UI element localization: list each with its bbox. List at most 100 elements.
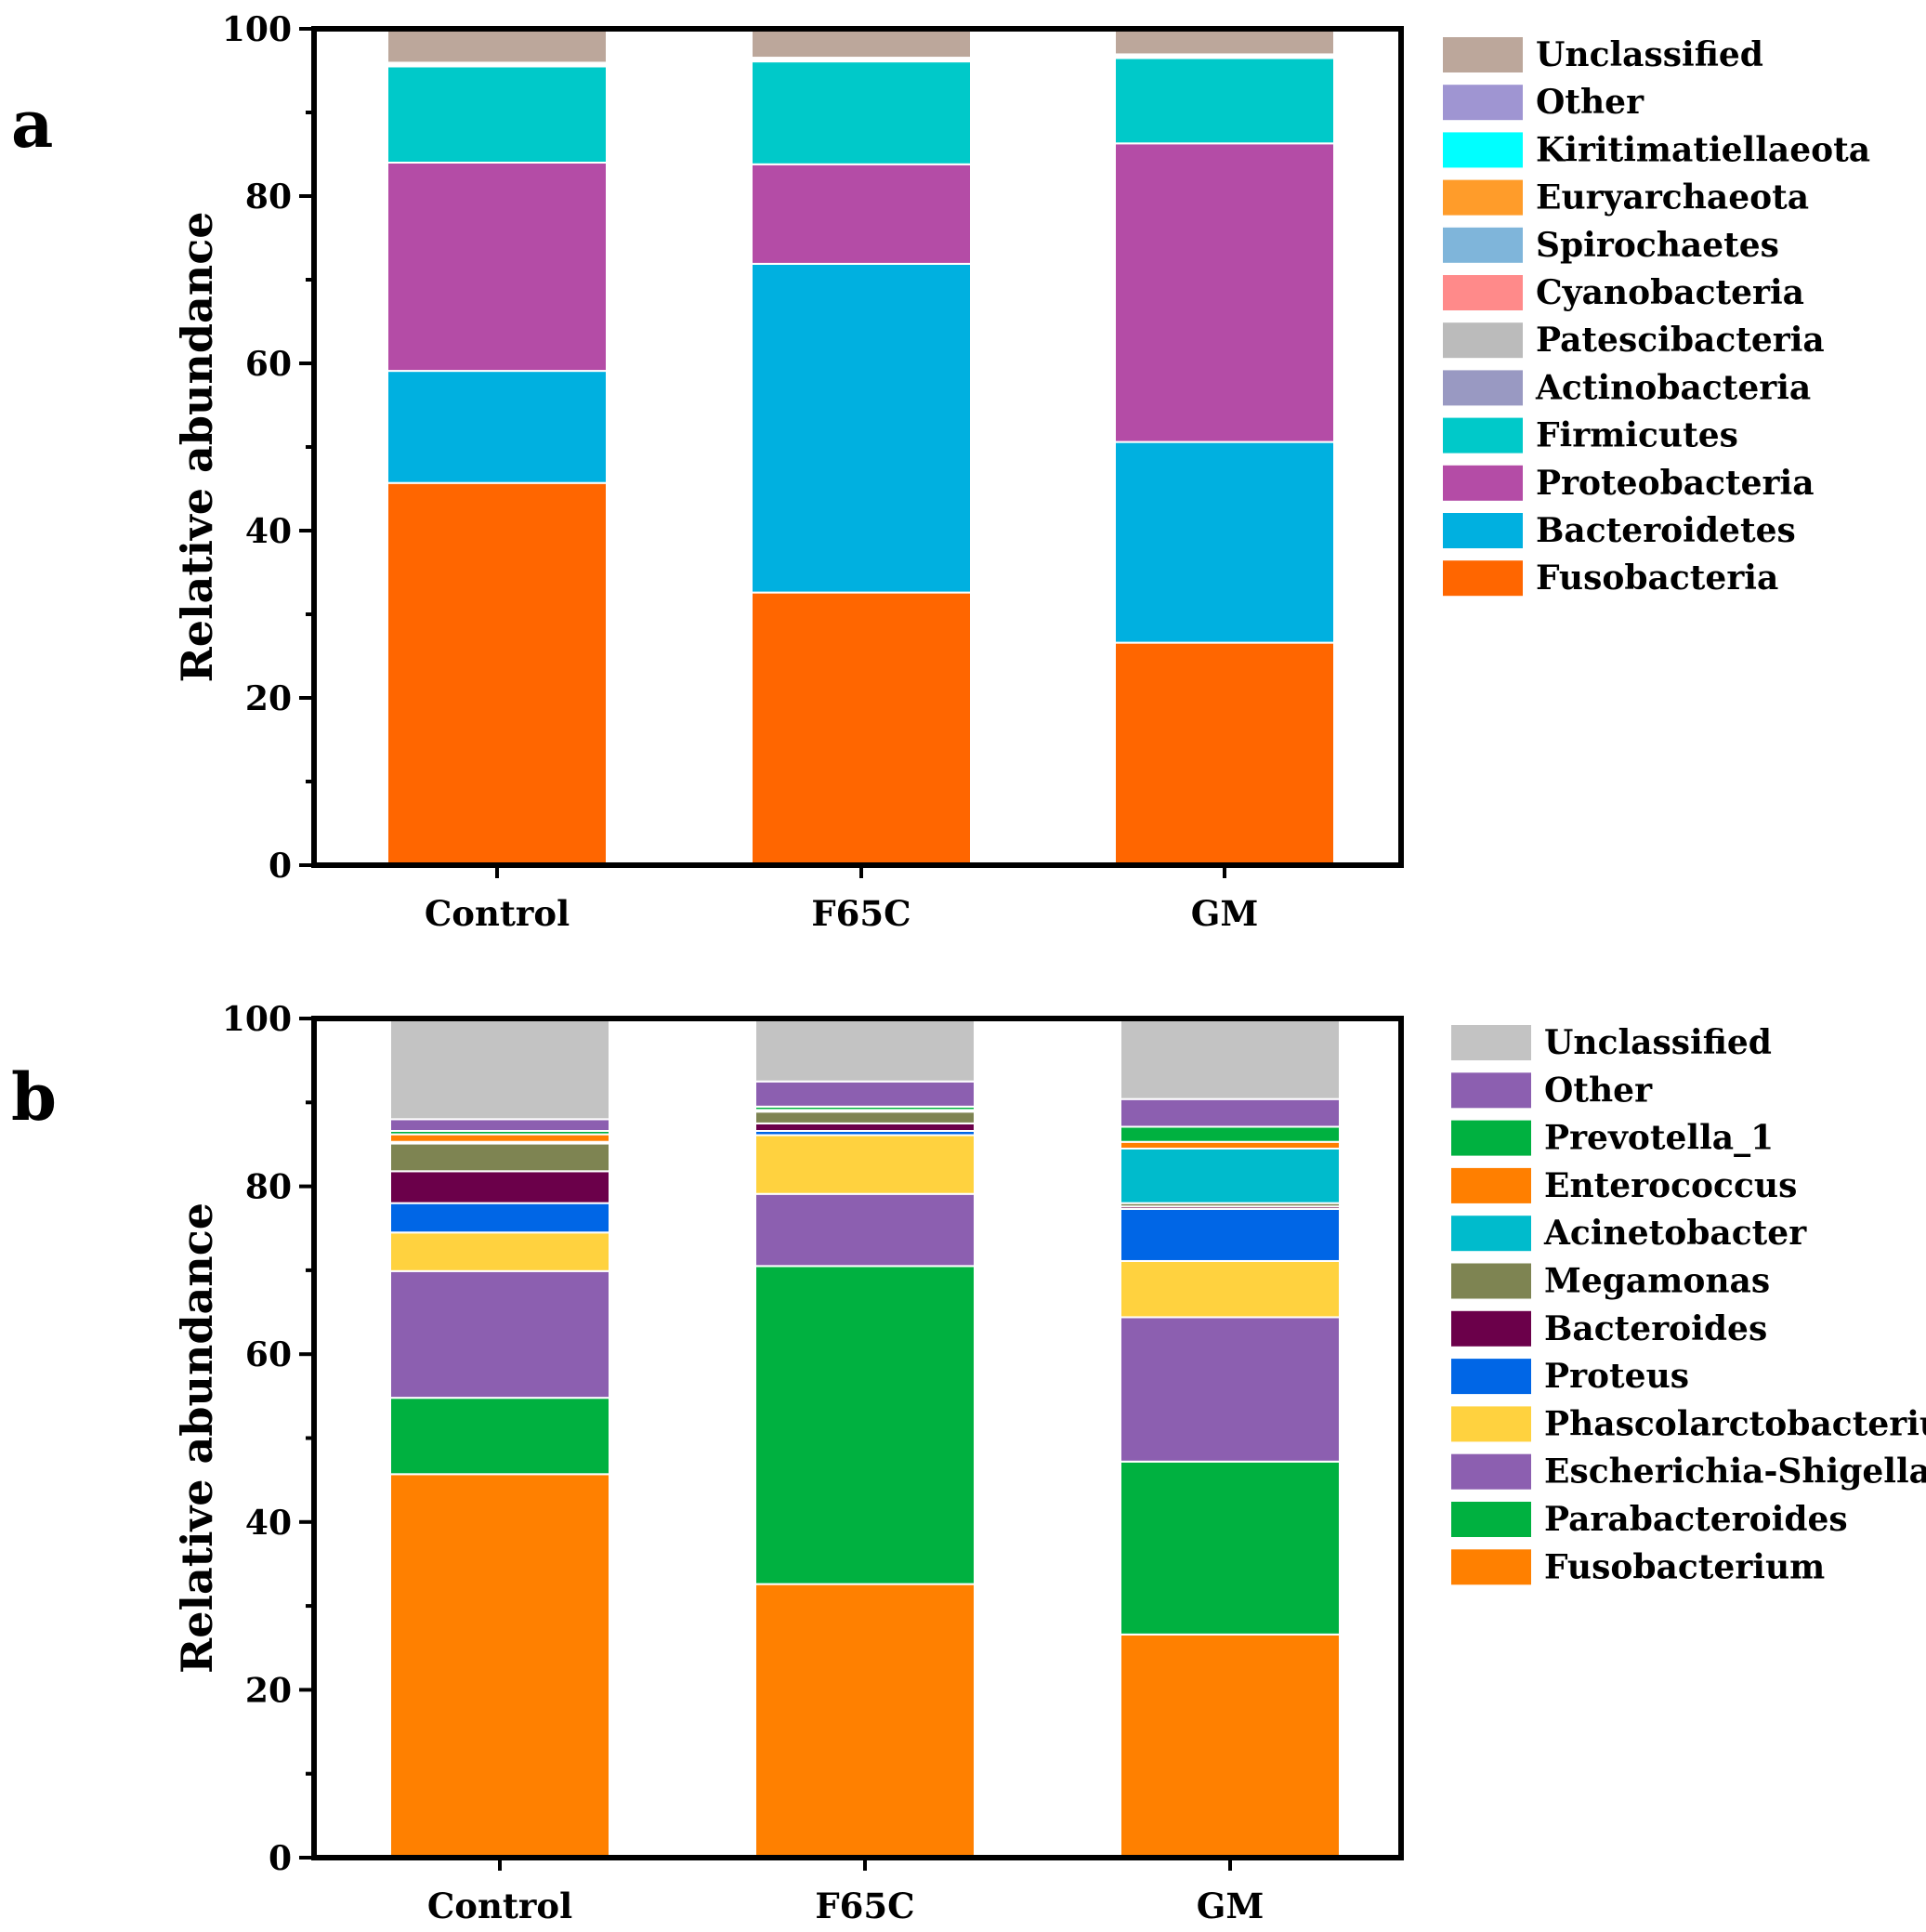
bar-segment-control-unclassified (389, 1018, 610, 1121)
legend-swatch-megamonas (1451, 1263, 1531, 1299)
legend-swatch-enterococcus (1451, 1167, 1531, 1203)
legend-label: Prevotella_1 (1544, 1119, 1774, 1158)
y-tick-label: 100 (222, 1000, 292, 1039)
legend-label: Other (1544, 1071, 1653, 1110)
y-tick-label: 0 (269, 1839, 292, 1878)
legend-swatch-acinetobacter (1451, 1216, 1531, 1252)
bar-segment-gm-phascolarctobacterium (1120, 1259, 1341, 1319)
legend-swatch-patescibacteria (1443, 322, 1523, 359)
x-tick-label: GM (1197, 1886, 1264, 1926)
legend-swatch-bacteroides (1451, 1310, 1531, 1347)
legend-swatch-fusobacteria (1443, 560, 1523, 597)
legend-label: Euryarchaeota (1536, 178, 1809, 217)
bar-segment-gm-fusobacteria (1114, 641, 1335, 866)
legend-swatch-spirochaetes (1443, 227, 1523, 263)
bar-segment-gm-bacteroidetes (1114, 440, 1335, 644)
bar-segment-gm-enterococcus (1120, 1140, 1341, 1150)
bar-segment-control-fusobacteria (387, 481, 608, 866)
y-tick-label: 20 (245, 1671, 292, 1710)
legend-label: Unclassified (1544, 1023, 1772, 1062)
legend-label: Unclassified (1536, 35, 1763, 74)
bar-segment-f65c-bacteroides (754, 1122, 976, 1133)
legend-label: Patescibacteria (1536, 321, 1825, 360)
panel-a-letter: a (11, 85, 53, 163)
y-tick-label: 0 (269, 847, 292, 886)
legend-label: Kiritimatiellaeota (1536, 130, 1870, 169)
bar-segment-gm-firmicutes (1114, 57, 1335, 145)
panel-b-legend: Unclassified Other Prevotella_1 Enterococcu… (1451, 1023, 1926, 1586)
bar-segment-gm-parabacteroides (1120, 1460, 1341, 1636)
bar-segment-f65c-other (754, 1080, 976, 1108)
bar-segment-f65c-megamonas (754, 1111, 976, 1124)
y-tick-label: 60 (245, 1335, 292, 1374)
bar-segment-control-firmicutes (387, 65, 608, 164)
legend-label: Bacteroidetes (1536, 511, 1796, 550)
bar-segment-control-other (389, 1118, 610, 1133)
legend-swatch-euryarchaeota (1443, 179, 1523, 216)
legend-swatch-prevotella-1 (1451, 1120, 1531, 1156)
y-tick-label: 80 (245, 177, 292, 217)
legend-swatch-fusobacterium (1451, 1549, 1531, 1585)
bar-segment-f65c-firmicutes (751, 60, 972, 165)
bar-segment-control-proteobacteria (387, 162, 608, 373)
x-tick-label: Control (425, 893, 570, 934)
legend-label: Megamonas (1544, 1262, 1770, 1301)
plot-frame (311, 1016, 1404, 1860)
legend-label: Actinobacteria (1535, 368, 1811, 407)
bar-segment-f65c-unclassified (751, 28, 972, 59)
bar-segment-f65c-fusobacteria (751, 591, 972, 866)
legend-swatch-kiritimatiellaeota (1443, 132, 1523, 168)
legend-label: Phascolarctobacterium (1544, 1404, 1926, 1443)
bar-segment-f65c-unclassified (754, 1018, 976, 1083)
bar-segment-control-fusobacterium (389, 1473, 610, 1859)
panel-b-letter: b (11, 1058, 57, 1136)
bar-segment-gm-escherichia-shigella (1120, 1316, 1341, 1463)
legend-label: Firmicutes (1536, 416, 1738, 455)
panel-a-plot: Control F65C GM 0 20 40 60 80 100 Relative abunda… (172, 10, 1404, 934)
legend-label: Enterococcus (1544, 1166, 1797, 1205)
bar-segment-gm-proteobacteria (1114, 142, 1335, 443)
panel-a-legend: Unclassified Other Kiritimatiellaeota Eurya… (1443, 35, 1870, 598)
bar-segment-f65c-phascolarctobacterium (754, 1134, 976, 1195)
legend-swatch-parabacteroides (1451, 1502, 1531, 1537)
plot-frame (311, 26, 1404, 868)
legend-label: Proteobacteria (1536, 464, 1815, 503)
legend-label: Parabacteroides (1544, 1500, 1848, 1539)
bar-segment-control-bacteroidetes (387, 370, 608, 484)
legend-label: Spirochaetes (1536, 226, 1779, 265)
bar-segment-gm-fusobacterium (1120, 1633, 1341, 1859)
legend-swatch-proteobacteria (1443, 465, 1523, 501)
legend-swatch-other (1451, 1072, 1531, 1109)
bar-segment-gm-proteus (1120, 1207, 1341, 1262)
bar-segment-f65c-escherichia-shigella (754, 1192, 976, 1268)
legend-swatch-other (1443, 85, 1523, 121)
y-tick-label: 60 (245, 345, 292, 384)
legend-label: Cyanobacteria (1536, 273, 1804, 312)
legend-swatch-unclassified (1451, 1025, 1531, 1060)
x-tick-label: F65C (815, 1886, 914, 1926)
y-tick-label: 40 (245, 512, 292, 551)
y-tick-label: 40 (245, 1504, 292, 1543)
bar-segment-f65c-bacteroidetes (751, 262, 972, 594)
legend-swatch-escherichia-shigella (1451, 1453, 1531, 1490)
bar-segment-control-megamonas (389, 1142, 610, 1173)
x-tick-label: Control (427, 1886, 572, 1926)
bar-segment-gm-other (1120, 1097, 1341, 1128)
legend-label: Bacteroides (1544, 1309, 1767, 1348)
legend-swatch-cyanobacteria (1443, 275, 1523, 310)
panel-b-plot: Control F65C GM 0 20 40 60 80 100 Relative abunda… (172, 1000, 1404, 1926)
bar-segment-gm-unclassified (1120, 1018, 1341, 1100)
bar-segment-control-escherichia-shigella (389, 1269, 610, 1400)
bar-segment-gm-acinetobacter (1120, 1147, 1341, 1204)
legend-swatch-bacteroidetes (1443, 513, 1523, 548)
legend-label: Acinetobacter (1543, 1214, 1807, 1253)
bar-segment-f65c-parabacteroides (754, 1265, 976, 1585)
bar-segment-control-unclassified (387, 28, 608, 64)
legend-swatch-phascolarctobacterium (1451, 1406, 1531, 1442)
legend-swatch-unclassified (1443, 37, 1523, 72)
panel-a: a Control F65C GM 0 20 40 60 80 100 Relative abun… (11, 10, 1870, 934)
y-axis-label: Relative abundance (172, 211, 222, 682)
legend-swatch-firmicutes (1443, 417, 1523, 453)
bar-segment-control-bacteroides (389, 1170, 610, 1204)
